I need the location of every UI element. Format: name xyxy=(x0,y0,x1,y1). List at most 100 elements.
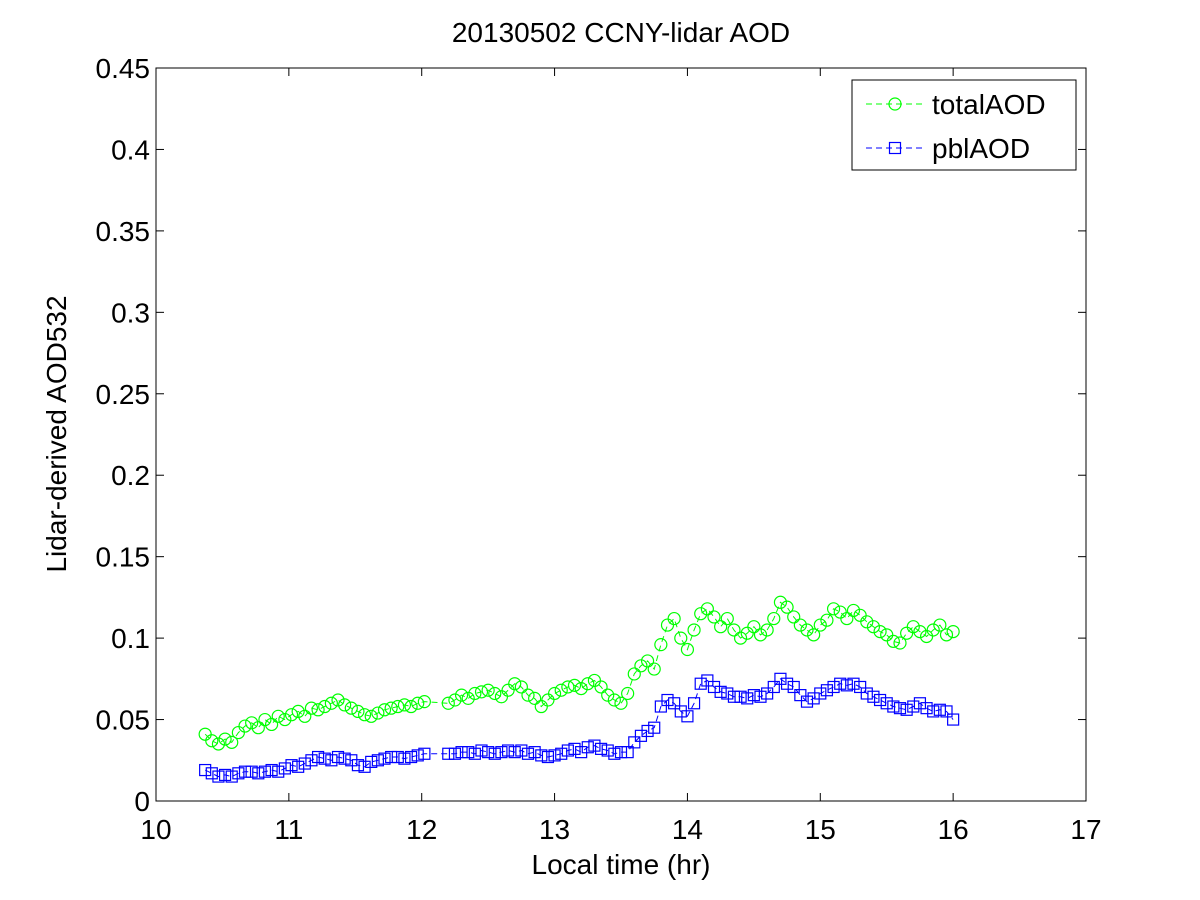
data-point xyxy=(384,701,398,715)
data-point xyxy=(674,705,687,718)
data-point xyxy=(741,692,754,705)
data-point xyxy=(298,709,312,723)
data-point xyxy=(594,680,608,694)
series-line xyxy=(204,678,954,778)
data-point xyxy=(574,682,588,696)
data-point xyxy=(674,631,688,645)
data-point xyxy=(687,697,701,710)
legend: totalAOD pblAOD xyxy=(851,79,1077,171)
data-point xyxy=(807,692,820,705)
data-point xyxy=(338,698,352,712)
data-point xyxy=(238,765,252,778)
data-point xyxy=(780,677,794,690)
data-point xyxy=(344,701,358,715)
y-tick-label: 0.25 xyxy=(96,379,151,410)
data-point xyxy=(694,607,708,621)
data-point xyxy=(515,744,528,757)
plot-area xyxy=(155,67,1087,802)
data-point xyxy=(846,603,861,618)
data-point xyxy=(707,680,721,694)
data-point xyxy=(873,693,887,707)
data-point xyxy=(608,747,621,760)
data-point xyxy=(601,744,614,757)
x-tick-label: 13 xyxy=(539,814,570,845)
data-point xyxy=(767,611,781,626)
data-point xyxy=(561,744,574,757)
data-point xyxy=(521,747,535,760)
data-point xyxy=(252,767,265,780)
data-point xyxy=(661,693,674,707)
data-point xyxy=(411,696,425,710)
x-tick-label: 10 xyxy=(140,814,171,845)
series xyxy=(198,595,960,783)
data-point xyxy=(866,620,881,634)
data-point xyxy=(700,602,714,616)
data-point xyxy=(840,611,854,626)
data-point xyxy=(514,680,528,694)
data-point xyxy=(461,691,475,705)
data-point xyxy=(867,690,880,703)
data-point xyxy=(813,618,827,632)
data-point xyxy=(258,765,272,778)
legend-box xyxy=(851,79,1077,171)
data-point xyxy=(474,685,489,699)
data-point xyxy=(647,662,661,676)
data-point xyxy=(733,631,748,645)
data-point xyxy=(468,686,482,701)
y-tick-label: 0.2 xyxy=(111,460,150,491)
data-point xyxy=(351,704,365,719)
data-point xyxy=(594,742,608,755)
data-point xyxy=(284,708,299,722)
data-point xyxy=(907,700,920,713)
data-point xyxy=(933,703,946,716)
data-point xyxy=(418,747,431,760)
axes: 10 11 12 13 14 15 16 17 0 0.05 0.1 0.15 0.2 0.25 0.3 0.… xyxy=(96,53,1102,845)
data-point xyxy=(887,700,900,713)
data-point xyxy=(753,628,768,642)
y-tick-label: 0.4 xyxy=(111,134,150,165)
data-point xyxy=(391,750,404,764)
data-point xyxy=(581,677,595,691)
data-point xyxy=(707,610,721,624)
data-point xyxy=(218,732,232,746)
y-axis-title: Lidar-derived AOD532 xyxy=(41,295,72,572)
data-point xyxy=(225,770,238,783)
data-point xyxy=(814,687,827,700)
data-point xyxy=(271,709,285,723)
data-point xyxy=(780,600,794,614)
data-point xyxy=(720,611,734,626)
data-point xyxy=(933,618,947,632)
data-point xyxy=(324,696,338,710)
data-point xyxy=(481,683,495,697)
data-point xyxy=(199,763,212,777)
data-point xyxy=(448,747,462,760)
data-point xyxy=(667,611,681,626)
data-point xyxy=(680,642,695,657)
legend-label: totalAOD xyxy=(932,89,1046,120)
data-point xyxy=(345,754,358,767)
data-point xyxy=(827,680,840,694)
data-point xyxy=(265,763,278,777)
data-point xyxy=(501,744,515,757)
data-point xyxy=(880,697,893,710)
data-point xyxy=(555,747,568,760)
data-point xyxy=(468,747,481,760)
data-point xyxy=(205,767,218,780)
legend-marker xyxy=(888,97,902,111)
data-point xyxy=(701,674,714,687)
data-point xyxy=(488,686,502,701)
data-point xyxy=(747,620,761,634)
data-point xyxy=(946,624,960,639)
data-point xyxy=(398,752,411,765)
data-point xyxy=(338,752,351,765)
data-point xyxy=(621,686,635,701)
data-point xyxy=(860,615,874,629)
data-point xyxy=(939,628,954,642)
data-point xyxy=(278,712,292,727)
data-point xyxy=(773,595,788,609)
data-point xyxy=(727,690,741,703)
data-point xyxy=(258,712,272,727)
data-point xyxy=(318,752,331,765)
data-point xyxy=(364,709,378,723)
y-tick-label: 0.3 xyxy=(111,297,150,328)
